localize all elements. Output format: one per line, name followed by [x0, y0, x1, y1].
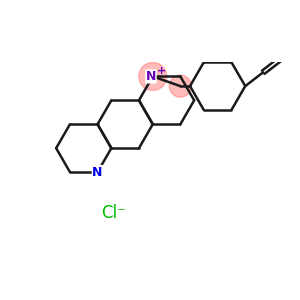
- Text: N: N: [146, 70, 156, 83]
- Circle shape: [169, 75, 191, 97]
- Text: +: +: [157, 66, 167, 76]
- Text: Cl⁻: Cl⁻: [101, 204, 126, 222]
- Text: N: N: [92, 166, 103, 178]
- Circle shape: [139, 62, 167, 90]
